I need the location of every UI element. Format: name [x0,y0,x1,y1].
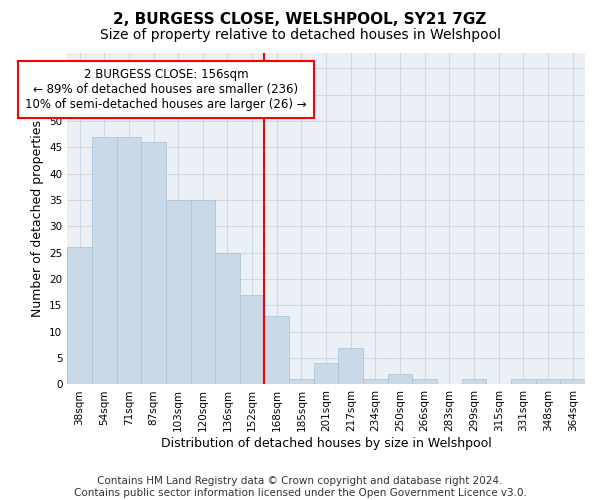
Bar [511,379,536,384]
Bar [412,379,437,384]
Bar [363,379,388,384]
Bar [338,348,363,385]
Bar [116,137,141,384]
Text: 2 BURGESS CLOSE: 156sqm
← 89% of detached houses are smaller (236)
10% of semi-d: 2 BURGESS CLOSE: 156sqm ← 89% of detache… [25,68,307,112]
Text: Size of property relative to detached houses in Welshpool: Size of property relative to detached ho… [100,28,500,42]
Text: 2, BURGESS CLOSE, WELSHPOOL, SY21 7GZ: 2, BURGESS CLOSE, WELSHPOOL, SY21 7GZ [113,12,487,28]
Bar [388,374,412,384]
Bar [67,248,92,384]
Bar [536,379,560,384]
Bar [141,142,166,384]
Bar [462,379,487,384]
Bar [560,379,585,384]
Text: Contains HM Land Registry data © Crown copyright and database right 2024.
Contai: Contains HM Land Registry data © Crown c… [74,476,526,498]
Bar [265,316,289,384]
Bar [314,364,338,384]
Bar [240,295,265,384]
Bar [166,200,191,384]
X-axis label: Distribution of detached houses by size in Welshpool: Distribution of detached houses by size … [161,437,491,450]
Bar [289,379,314,384]
Y-axis label: Number of detached properties: Number of detached properties [31,120,44,317]
Bar [191,200,215,384]
Bar [92,137,116,384]
Bar [215,252,240,384]
